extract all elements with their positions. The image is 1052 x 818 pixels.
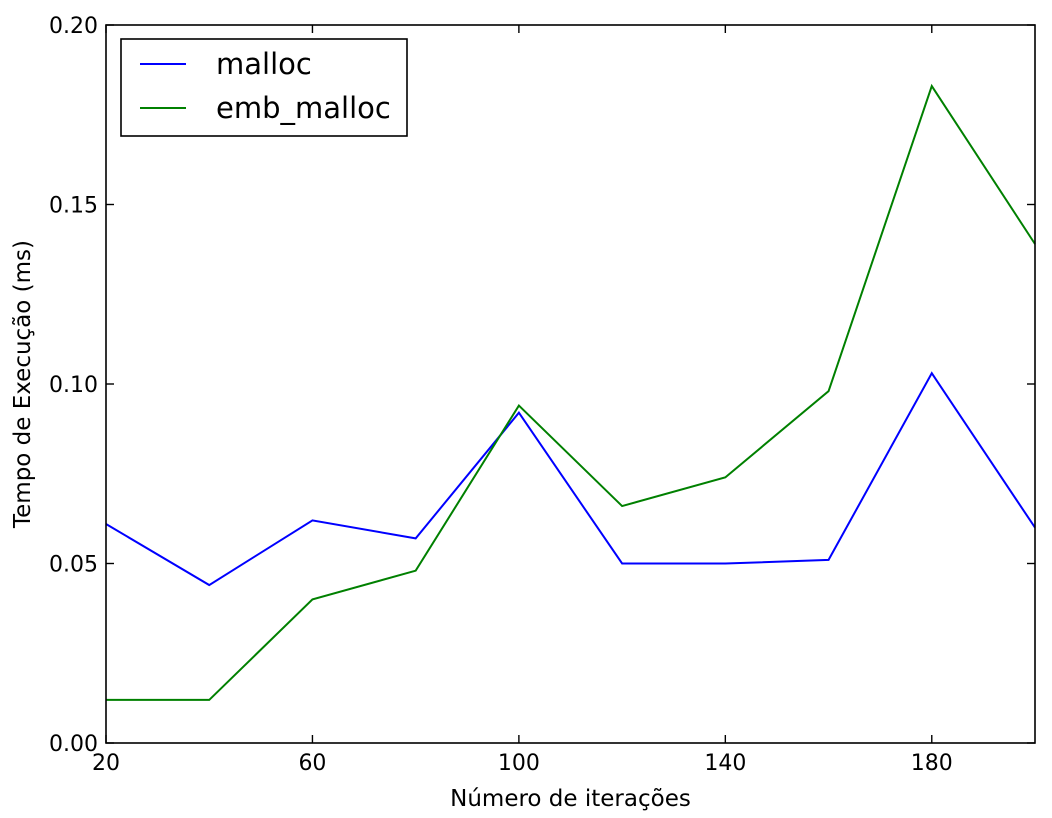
series-line-emb_malloc (106, 83, 1036, 701)
axis-ticks (105, 24, 1035, 744)
legend-box (120, 38, 408, 137)
x-tick-label-4: 180 (911, 751, 953, 776)
legend-label-malloc: malloc (216, 47, 312, 81)
x-tick-label-2: 100 (498, 751, 540, 776)
y-tick-label-4: 0.20 (49, 14, 98, 39)
y-tick-label-1: 0.05 (49, 553, 98, 578)
x-tick-labels: 20 60 100 140 180 (92, 751, 953, 776)
y-axis-label: Tempo de Execução (ms) (10, 240, 36, 529)
y-tick-label-0: 0.00 (49, 732, 98, 757)
legend: malloc emb_malloc (120, 38, 408, 137)
x-axis-label: Número de iterações (450, 786, 691, 812)
legend-label-emb_malloc: emb_malloc (216, 91, 391, 125)
series-layer (105, 83, 1036, 701)
y-tick-labels: 0.00 0.05 0.10 0.15 0.20 (49, 14, 98, 757)
y-tick-label-3: 0.15 (49, 194, 98, 219)
x-tick-label-3: 140 (704, 751, 746, 776)
x-tick-label-0: 20 (92, 751, 120, 776)
y-tick-label-2: 0.10 (49, 373, 98, 398)
series-line-malloc (105, 371, 1036, 587)
x-tick-label-1: 60 (298, 751, 326, 776)
